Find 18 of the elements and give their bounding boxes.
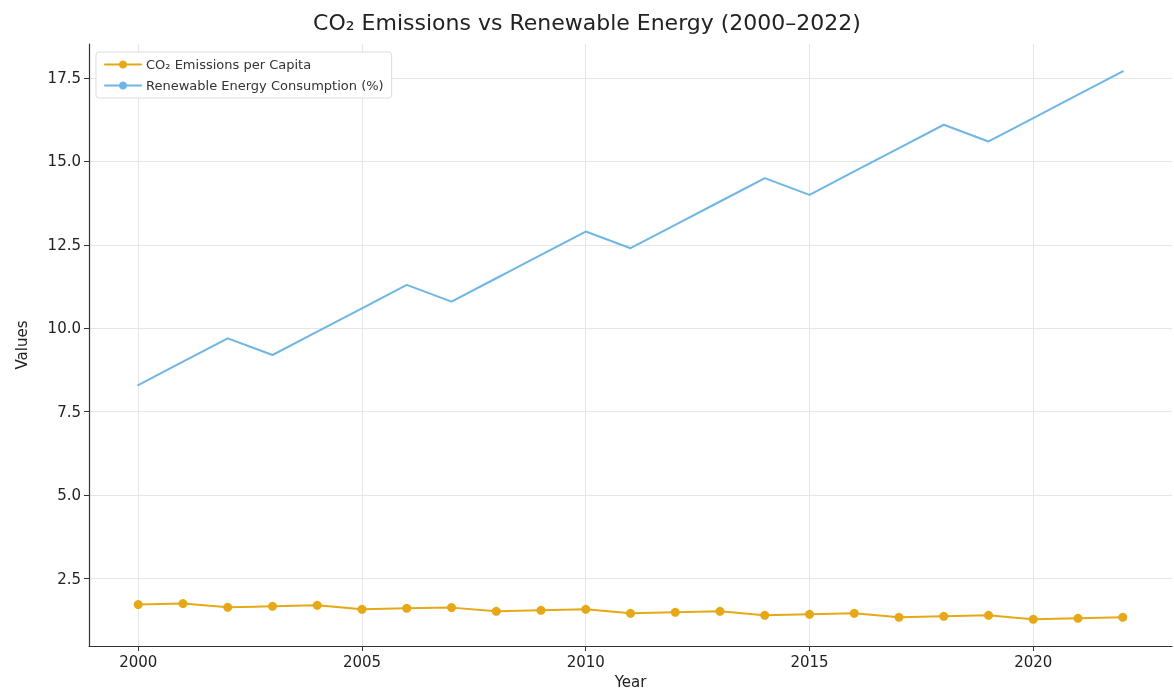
legend-label: Renewable Energy Consumption (%): [146, 78, 384, 93]
x-tick-label: 2010: [566, 652, 605, 671]
y-tick-label: 10.0: [47, 319, 81, 338]
x-tick-label: 2000: [119, 652, 158, 671]
y-axis-title: Values: [12, 320, 31, 370]
line-series: [137, 70, 1124, 387]
y-tick-label: 15.0: [47, 152, 81, 171]
y-tick-label: 12.5: [47, 235, 81, 254]
x-axis-title: Year: [613, 672, 648, 691]
legend-label: CO₂ Emissions per Capita: [146, 57, 312, 72]
chart-title: CO₂ Emissions vs Renewable Energy (2000–2022): [313, 9, 861, 35]
x-tick-label: 2015: [790, 652, 829, 671]
y-tick-label: 5.0: [57, 486, 81, 505]
x-tick-label: 2020: [1014, 652, 1053, 671]
y-tick-label: 17.5: [47, 69, 81, 88]
x-tick-label: 2005: [342, 652, 382, 671]
y-tick-label: 2.5: [57, 569, 81, 588]
y-tick-label: 7.5: [57, 402, 81, 421]
